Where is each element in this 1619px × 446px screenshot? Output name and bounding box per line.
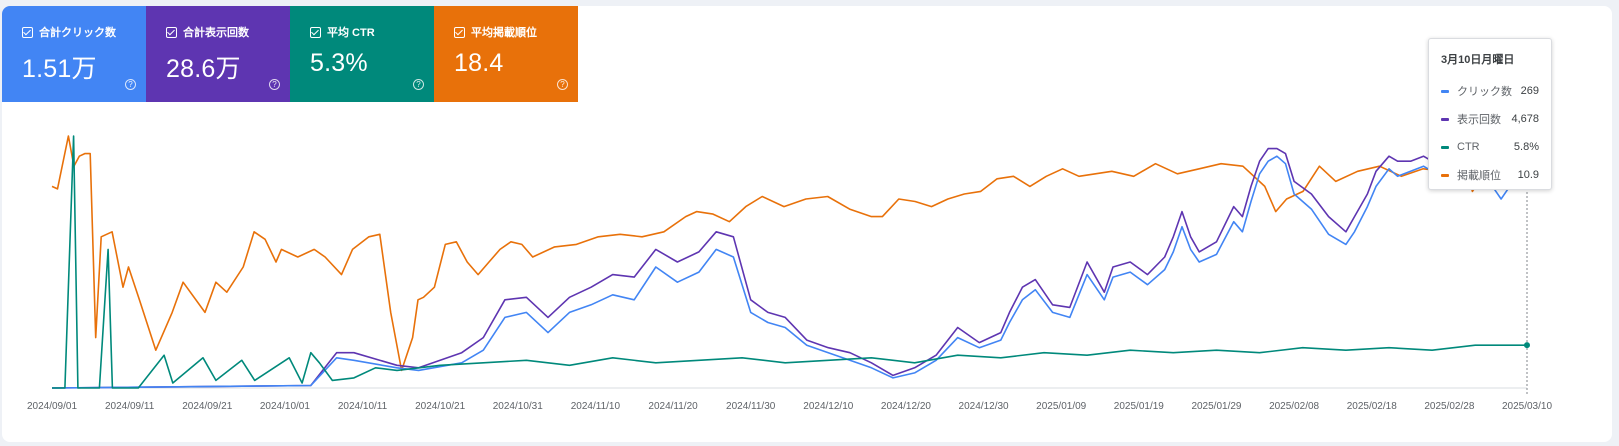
x-tick-label: 2025/01/19 xyxy=(1114,401,1164,412)
x-tick-label: 2024/10/21 xyxy=(415,401,465,412)
tooltip-row-clicks: クリック数 269 xyxy=(1441,77,1539,105)
tooltip-row-ctr: CTR 5.8% xyxy=(1441,133,1539,161)
x-tick-label: 2025/01/29 xyxy=(1191,401,1241,412)
help-icon[interactable]: ? xyxy=(269,79,280,90)
card-position[interactable]: 平均掲載順位 18.4 ? xyxy=(434,6,578,102)
card-label: 合計クリック数 xyxy=(39,27,116,39)
tooltip-series-name: CTR xyxy=(1457,141,1480,153)
card-value: 28.6万 xyxy=(166,55,241,83)
series-line-00897b xyxy=(52,135,1527,389)
hover-tooltip: 3月10日月曜日 クリック数 269 表示回数 4,678 CTR 5.8% 掲載順位… xyxy=(1428,38,1552,190)
series-line-e8710a xyxy=(51,135,1528,372)
x-tick-label: 2025/01/09 xyxy=(1036,401,1086,412)
x-tick-label: 2024/11/20 xyxy=(648,401,698,412)
x-tick-label: 2024/11/30 xyxy=(726,401,776,412)
x-tick-label: 2024/09/11 xyxy=(105,401,155,412)
card-impressions[interactable]: 合計表示回数 28.6万 ? xyxy=(146,6,290,102)
tooltip-series-value: 4,678 xyxy=(1511,113,1539,125)
series-swatch xyxy=(1441,89,1449,93)
card-value: 5.3% xyxy=(310,49,368,77)
tooltip-series-value: 5.8% xyxy=(1513,141,1539,153)
tooltip-row-impressions: 表示回数 4,678 xyxy=(1441,105,1539,133)
series-swatch xyxy=(1441,117,1449,121)
checkbox-icon[interactable] xyxy=(310,26,321,38)
tooltip-series-value: 10.9 xyxy=(1517,169,1539,181)
x-tick-label: 2024/12/20 xyxy=(881,401,931,412)
x-tick-label: 2024/09/21 xyxy=(182,401,232,412)
tooltip-row-position: 掲載順位 10.9 xyxy=(1441,161,1539,189)
series-end-point xyxy=(1524,342,1530,349)
x-tick-label: 2025/03/10 xyxy=(1502,401,1552,412)
card-label: 平均 CTR xyxy=(327,27,375,39)
x-tick-label: 2025/02/28 xyxy=(1424,401,1474,412)
x-tick-label: 2024/12/10 xyxy=(803,401,853,412)
card-label: 合計表示回数 xyxy=(183,27,249,39)
checkbox-icon[interactable] xyxy=(22,26,33,38)
series-swatch xyxy=(1441,145,1449,149)
x-axis: 2024/09/01 2024/09/11 2024/09/21 2024/10/01… xyxy=(27,387,1552,412)
tooltip-series-name: 表示回数 xyxy=(1457,114,1501,126)
card-label: 平均掲載順位 xyxy=(471,27,537,39)
help-icon[interactable]: ? xyxy=(413,79,424,90)
tooltip-series-name: クリック数 xyxy=(1457,86,1512,98)
series-line-4285f4 xyxy=(51,145,1528,389)
card-value: 1.51万 xyxy=(22,55,97,83)
card-ctr[interactable]: 平均 CTR 5.3% ? xyxy=(290,6,434,102)
series-line-5e35b1 xyxy=(51,140,1528,389)
tooltip-series-value: 269 xyxy=(1520,85,1539,97)
series-lines xyxy=(51,135,1528,389)
card-value: 18.4 xyxy=(454,49,504,77)
x-tick-label: 2024/10/11 xyxy=(338,401,388,412)
x-tick-label: 2025/02/18 xyxy=(1347,401,1397,412)
checkbox-icon[interactable] xyxy=(454,26,465,38)
help-icon[interactable]: ? xyxy=(557,79,568,90)
series-swatch xyxy=(1441,173,1449,177)
x-tick-label: 2024/09/01 xyxy=(27,401,77,412)
card-clicks[interactable]: 合計クリック数 1.51万 ? xyxy=(2,6,146,102)
x-tick-label: 2024/11/10 xyxy=(571,401,621,412)
x-tick-label: 2024/12/30 xyxy=(959,401,1009,412)
metric-cards: 合計クリック数 1.51万 ? 合計表示回数 28.6万 ? 平均 CTR 5.… xyxy=(2,6,578,102)
tooltip-series-name: 掲載順位 xyxy=(1457,170,1501,182)
help-icon[interactable]: ? xyxy=(125,79,136,90)
checkbox-icon[interactable] xyxy=(166,26,177,38)
tooltip-date: 3月10日月曜日 xyxy=(1441,54,1515,66)
x-tick-label: 2024/10/01 xyxy=(260,401,310,412)
x-tick-label: 2025/02/08 xyxy=(1269,401,1319,412)
x-tick-label: 2024/10/31 xyxy=(493,401,543,412)
